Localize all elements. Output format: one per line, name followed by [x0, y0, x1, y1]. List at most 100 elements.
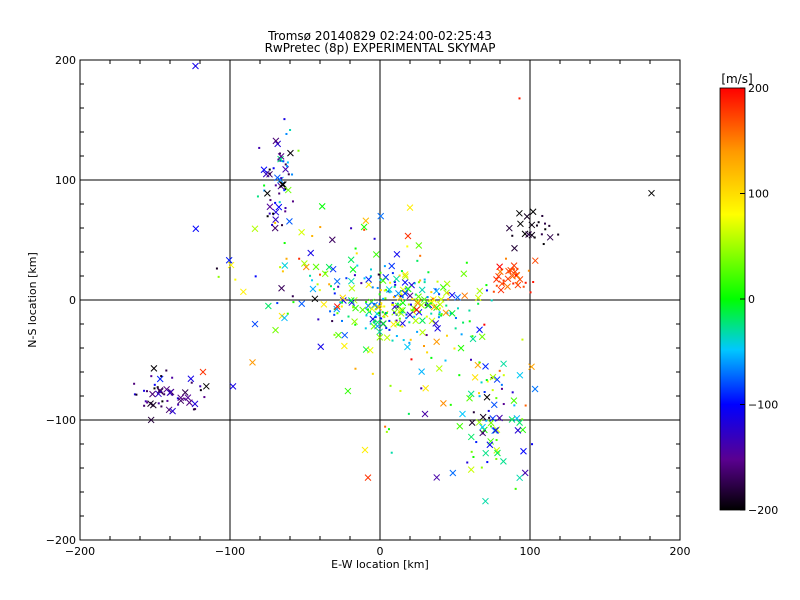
data-point [524, 404, 527, 407]
data-point [486, 380, 489, 383]
data-point [486, 461, 489, 464]
data-point [373, 237, 376, 240]
data-point [445, 304, 448, 307]
data-point [339, 301, 342, 304]
gridlines [80, 60, 680, 540]
data-point [143, 404, 146, 407]
data-point [419, 310, 422, 313]
data-point-cross [341, 331, 349, 339]
data-point [512, 268, 515, 271]
data-point [416, 259, 419, 262]
data-point [160, 405, 163, 408]
data-point-cross [149, 401, 157, 409]
data-point-cross [371, 301, 378, 309]
data-point [190, 381, 193, 384]
x-tick-label: −200 [65, 545, 95, 558]
data-point [280, 159, 283, 162]
data-point-cross [422, 384, 430, 392]
data-point [401, 311, 404, 314]
data-point-cross [360, 223, 368, 231]
data-point-cross [517, 220, 524, 228]
data-point-cross [402, 273, 409, 280]
data-point [146, 390, 149, 393]
data-point [485, 378, 488, 381]
data-point-cross [229, 383, 237, 390]
data-point [192, 408, 195, 411]
data-point [542, 243, 545, 246]
data-point-cross [401, 279, 409, 286]
data-point [298, 257, 301, 260]
data-point [254, 275, 257, 278]
data-point [544, 222, 547, 225]
data-point-cross [321, 270, 329, 278]
x-tick-label: 100 [520, 545, 541, 558]
data-point-cross [492, 426, 500, 434]
data-point-cross [281, 314, 288, 322]
data-point [434, 288, 437, 291]
data-point [409, 303, 412, 306]
data-point [371, 372, 374, 375]
data-point-cross [375, 303, 383, 311]
data-point [500, 383, 503, 386]
data-point [272, 212, 275, 215]
data-point [133, 382, 136, 385]
data-point-cross [419, 329, 426, 336]
data-point [524, 281, 527, 284]
data-point-cross [264, 190, 271, 197]
data-point [371, 286, 374, 289]
data-point [160, 375, 163, 378]
data-point [436, 280, 439, 283]
data-point-cross [509, 272, 516, 280]
data-point [280, 177, 283, 180]
data-point-cross [483, 393, 491, 401]
data-point [278, 159, 281, 162]
data-point-cross [421, 410, 429, 418]
data-point-cross [448, 310, 456, 317]
y-axis-label: N-S location [km] [26, 252, 39, 348]
data-point [365, 314, 368, 317]
data-point [380, 305, 383, 308]
data-point-cross [278, 181, 286, 188]
data-point-cross [504, 283, 511, 290]
data-point [399, 389, 402, 392]
data-point-cross [419, 317, 426, 325]
data-point [394, 295, 397, 298]
data-point [279, 266, 282, 269]
axis-ticks: −200 −100 0 100 200 −200 −100 0 100 200 [46, 54, 691, 558]
data-point [311, 235, 314, 238]
data-point [282, 160, 285, 163]
data-point [515, 274, 518, 277]
data-point [146, 401, 149, 404]
data-point [387, 428, 390, 431]
data-point [329, 310, 332, 313]
data-point-cross [272, 216, 279, 223]
data-point [385, 327, 388, 330]
data-point [423, 278, 426, 281]
data-point-cross [482, 362, 489, 370]
colorbar-unit-label: [m/s] [721, 72, 752, 86]
data-point [478, 395, 481, 398]
data-point-cross [433, 287, 440, 295]
data-point [391, 272, 394, 275]
data-point [284, 163, 287, 166]
data-point [385, 288, 388, 291]
data-point-cross [251, 225, 259, 233]
data-point-cross [496, 414, 503, 422]
data-point-cross [440, 400, 447, 407]
data-point-cross [266, 170, 273, 178]
data-point [400, 293, 403, 296]
data-point [521, 338, 524, 341]
data-point-cross [155, 390, 162, 398]
data-point-cross [469, 335, 477, 343]
x-tick-label: 200 [670, 545, 691, 558]
data-point [440, 314, 443, 317]
data-point [512, 282, 515, 285]
data-point-cross [459, 410, 466, 418]
data-point-cross [186, 399, 193, 406]
data-point [511, 234, 514, 237]
data-point-cross [251, 320, 259, 328]
data-point-cross [184, 394, 192, 402]
data-point-cross [272, 137, 280, 145]
data-point [278, 201, 281, 204]
